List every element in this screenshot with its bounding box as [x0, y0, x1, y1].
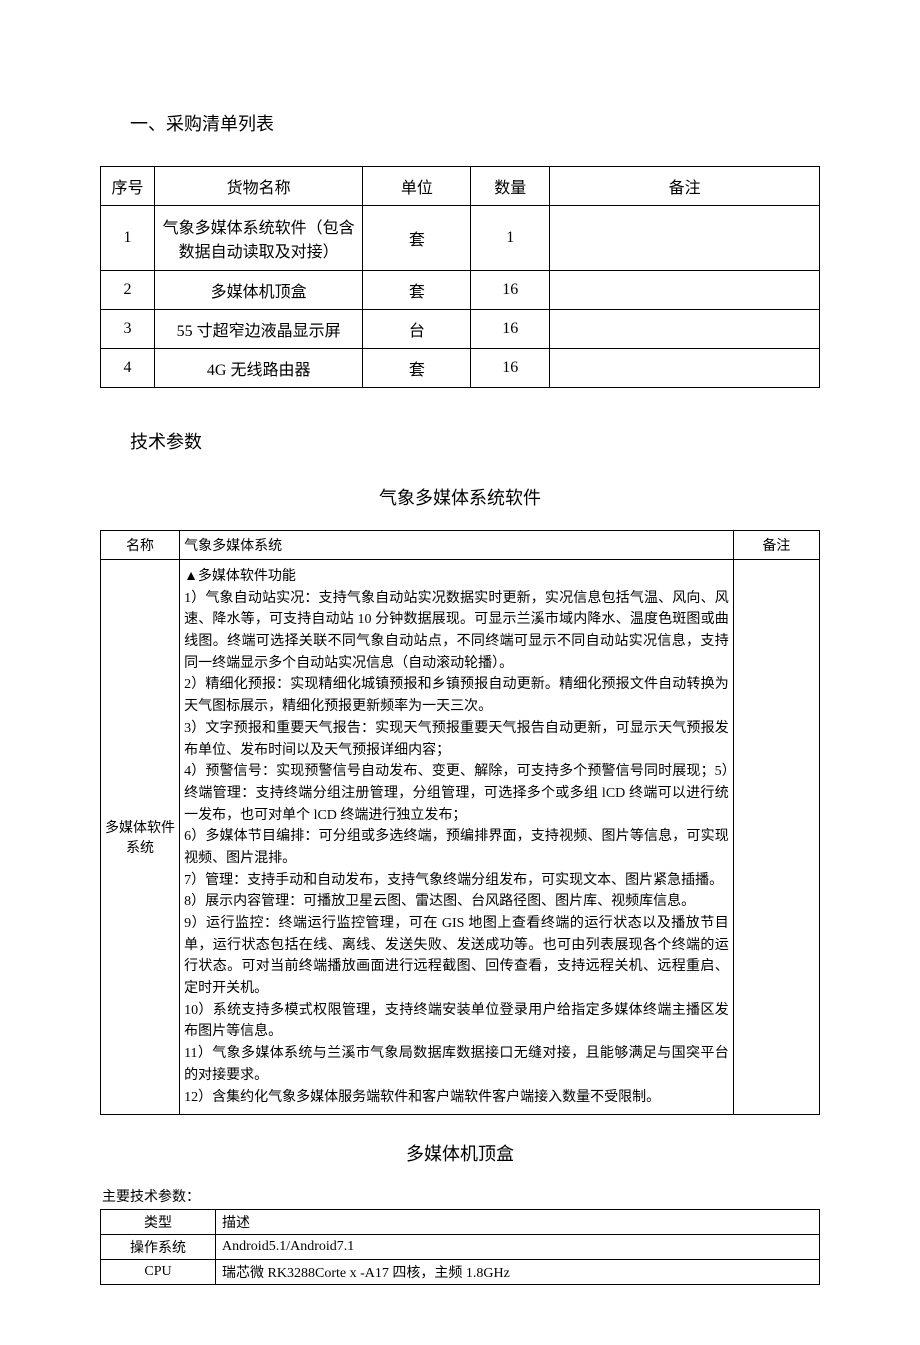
spec-item: 3）文字预报和重要天气报告：实现天气预报重要天气报告自动更新，可显示天气预报发布… — [184, 718, 729, 761]
col-name-value: 气象多媒体系统 — [180, 531, 734, 560]
col-qty: 数量 — [471, 167, 550, 206]
table-row: CPU 瑞芯微 RK3288Corte x -A17 四核，主频 1.8GHz — [101, 1260, 820, 1285]
cell-seq: 4 — [101, 349, 155, 388]
spec-item: 11）气象多媒体系统与兰溪市气象局数据库数据接口无缝对接，且能够满足与国突平台的… — [184, 1043, 729, 1086]
col-type: 类型 — [101, 1210, 216, 1235]
cell-name: 气象多媒体系统软件（包含数据自动读取及对接） — [154, 206, 363, 271]
col-note: 备注 — [550, 167, 820, 206]
cell-qty: 1 — [471, 206, 550, 271]
table-header-row: 名称 气象多媒体系统 备注 — [101, 531, 820, 560]
subtitle-meteor-software: 气象多媒体系统软件 — [100, 484, 820, 510]
cell-seq: 2 — [101, 271, 155, 310]
spec-item: 12）含集约化气象多媒体服务端软件和客户端软件客户端接入数量不受限制。 — [184, 1087, 729, 1109]
col-unit: 单位 — [363, 167, 471, 206]
spec-content: ▲多媒体软件功能 1）气象自动站实况：支持气象自动站实况数据实时更新，实况信息包… — [180, 560, 734, 1115]
spec-item: 9）运行监控：终端运行监控管理，可在 GIS 地图上查看终端的运行状态以及播放节… — [184, 913, 729, 1000]
cell-unit: 套 — [363, 349, 471, 388]
main-tech-params-label: 主要技术参数： — [102, 1186, 820, 1206]
cell-note — [550, 310, 820, 349]
col-desc: 描述 — [216, 1210, 820, 1235]
table-row: 3 55 寸超窄边液晶显示屏 台 16 — [101, 310, 820, 349]
spec-item: 1）气象自动站实况：支持气象自动站实况数据实时更新，实况信息包括气温、风向、风速… — [184, 588, 729, 675]
heading-procurement-list: 一、采购清单列表 — [130, 110, 820, 136]
cell-note — [550, 271, 820, 310]
cell-seq: 1 — [101, 206, 155, 271]
cell-seq: 3 — [101, 310, 155, 349]
cell-key: CPU — [101, 1260, 216, 1285]
page: 一、采购清单列表 序号 货物名称 单位 数量 备注 1 气象多媒体系统软件（包含… — [0, 0, 920, 1345]
spec-item: 4）预警信号：实现预警信号自动发布、变更、解除，可支持多个预警信号同时展现；5）… — [184, 761, 729, 826]
cell-name: 4G 无线路由器 — [154, 349, 363, 388]
col-name-label: 名称 — [101, 531, 180, 560]
table-header-row: 类型 描述 — [101, 1210, 820, 1235]
cell-qty: 16 — [471, 310, 550, 349]
table-header-row: 序号 货物名称 单位 数量 备注 — [101, 167, 820, 206]
cell-unit: 套 — [363, 206, 471, 271]
spec-item: 2）精细化预报：实现精细化城镇预报和乡镇预报自动更新。精细化预报文件自动转换为天… — [184, 674, 729, 717]
procurement-table: 序号 货物名称 单位 数量 备注 1 气象多媒体系统软件（包含数据自动读取及对接… — [100, 166, 820, 388]
spec-item: 6）多媒体节目编排：可分组或多选终端，预编排界面，支持视频、图片等信息，可实现视… — [184, 826, 729, 869]
set-top-box-spec-table: 类型 描述 操作系统 Android5.1/Android7.1 CPU 瑞芯微… — [100, 1209, 820, 1285]
table-row: 2 多媒体机顶盒 套 16 — [101, 271, 820, 310]
col-note: 备注 — [733, 531, 819, 560]
meteor-software-spec-table: 名称 气象多媒体系统 备注 多媒体软件系统 ▲多媒体软件功能 1）气象自动站实况… — [100, 530, 820, 1115]
cell-name: 55 寸超窄边液晶显示屏 — [154, 310, 363, 349]
subtitle-set-top-box: 多媒体机顶盒 — [100, 1140, 820, 1166]
spec-note — [733, 560, 819, 1115]
cell-note — [550, 206, 820, 271]
spec-lead: ▲多媒体软件功能 — [184, 566, 729, 588]
cell-name: 多媒体机顶盒 — [154, 271, 363, 310]
spec-item: 10）系统支持多模式权限管理，支持终端安装单位登录用户给指定多媒体终端主播区发布… — [184, 1000, 729, 1043]
cell-key: 操作系统 — [101, 1235, 216, 1260]
col-seq: 序号 — [101, 167, 155, 206]
col-name: 货物名称 — [154, 167, 363, 206]
spec-item: 7）管理：支持手动和自动发布，支持气象终端分组发布，可实现文本、图片紧急插播。 — [184, 870, 729, 892]
spec-item: 8）展示内容管理：可播放卫星云图、雷达图、台风路径图、图片库、视频库信息。 — [184, 891, 729, 913]
cell-qty: 16 — [471, 349, 550, 388]
spec-row-label: 多媒体软件系统 — [101, 560, 180, 1115]
cell-value: Android5.1/Android7.1 — [216, 1235, 820, 1260]
cell-value: 瑞芯微 RK3288Corte x -A17 四核，主频 1.8GHz — [216, 1260, 820, 1285]
table-row: 操作系统 Android5.1/Android7.1 — [101, 1235, 820, 1260]
cell-unit: 套 — [363, 271, 471, 310]
cell-unit: 台 — [363, 310, 471, 349]
heading-tech-params: 技术参数 — [130, 428, 820, 454]
table-row: 4 4G 无线路由器 套 16 — [101, 349, 820, 388]
cell-note — [550, 349, 820, 388]
table-row: 1 气象多媒体系统软件（包含数据自动读取及对接） 套 1 — [101, 206, 820, 271]
table-row: 多媒体软件系统 ▲多媒体软件功能 1）气象自动站实况：支持气象自动站实况数据实时… — [101, 560, 820, 1115]
cell-qty: 16 — [471, 271, 550, 310]
